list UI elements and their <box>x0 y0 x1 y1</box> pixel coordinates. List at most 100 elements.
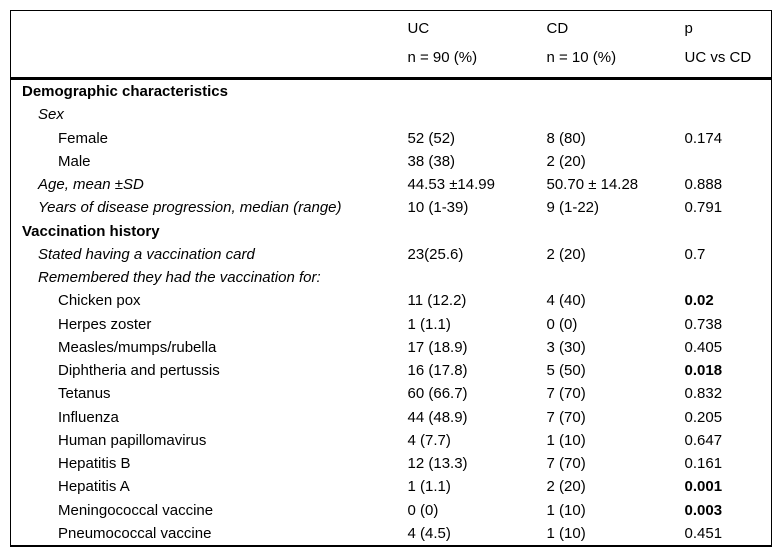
row-label: Hepatitis A <box>58 478 130 496</box>
p-value: 0.7 <box>684 245 706 263</box>
p-value: 0.888 <box>684 176 723 193</box>
cd-value: 2 (20) <box>546 245 586 263</box>
col-header-uc: UC n = 90 (%) <box>404 10 544 80</box>
uc-value: 16 (17.8) <box>407 362 468 379</box>
row-label: Sex <box>38 106 64 124</box>
row-label: Years of disease progression, median (ra… <box>38 199 342 217</box>
p-value: 0.02 <box>684 292 714 310</box>
p-value: 0.738 <box>684 315 723 333</box>
cd-value: 50.70 ± 14.28 <box>546 176 639 193</box>
cd-value: 9 (1-22) <box>546 199 600 217</box>
cd-value: 0 (0) <box>546 315 578 333</box>
col-header-empty <box>10 10 405 80</box>
uc-cd-comparison-table: UC n = 90 (%) CD n = 10 (%) p UC vs CD D… <box>10 10 772 547</box>
row-label: Female <box>58 129 109 147</box>
p-value <box>682 266 772 289</box>
table-row-disease-progression: Years of disease progression, median (ra… <box>11 196 772 219</box>
cd-value: 8 (80) <box>546 129 586 147</box>
table-row-mmr: Measles/mumps/rubella 17 (18.9) 3 (30) 0… <box>11 336 772 359</box>
row-label: Tetanus <box>58 385 111 403</box>
row-label: Influenza <box>58 408 119 426</box>
table-row-vaccination-card: Stated having a vaccination card 23(25.6… <box>11 243 772 266</box>
uc-value: 44 (48.9) <box>407 408 468 426</box>
uc-value <box>405 266 544 289</box>
cd-value: 5 (50) <box>546 362 586 379</box>
row-label: Herpes zoster <box>58 315 152 333</box>
uc-value <box>405 103 544 126</box>
uc-value: 10 (1-39) <box>407 199 469 217</box>
p-value <box>682 103 772 126</box>
table-row-chicken-pox: Chicken pox 11 (12.2) 4 (40) 0.02 <box>11 289 772 312</box>
row-label: Male <box>58 152 91 170</box>
table-row-herpes-zoster: Herpes zoster 1 (1.1) 0 (0) 0.738 <box>11 313 772 336</box>
p-value: 0.003 <box>684 501 723 519</box>
uc-value: 12 (13.3) <box>407 455 468 472</box>
p-value <box>682 150 772 173</box>
p-value: 0.161 <box>684 455 723 472</box>
table-row-section-demographics: Demographic characteristics <box>11 79 772 104</box>
p-value: 0.832 <box>684 385 723 403</box>
p-value: 0.001 <box>684 478 723 496</box>
p-value: 0.405 <box>684 338 723 356</box>
uc-value: 1 (1.1) <box>407 478 451 496</box>
table-row-remembered-vaccination: Remembered they had the vaccination for: <box>11 266 772 289</box>
col-header-uc-n: n = 90 (%) <box>407 49 478 66</box>
row-label: Pneumococcal vaccine <box>58 524 212 542</box>
row-label: Age, mean ±SD <box>38 176 144 193</box>
cd-value: 1 (10) <box>546 501 586 519</box>
uc-value: 4 (4.5) <box>407 524 451 542</box>
p-value: 0.018 <box>684 362 723 379</box>
table-row-hepatitis-a: Hepatitis A 1 (1.1) 2 (20) 0.001 <box>11 475 772 498</box>
cd-value: 7 (70) <box>546 408 586 426</box>
table-row-sex: Sex <box>11 103 772 126</box>
col-header-p: p UC vs CD <box>681 10 772 80</box>
header-row: UC n = 90 (%) CD n = 10 (%) p UC vs CD <box>10 10 772 80</box>
row-label: Meningococcal vaccine <box>58 501 214 519</box>
uc-value: 60 (66.7) <box>407 385 468 403</box>
row-label: Demographic characteristics <box>22 83 228 100</box>
table-row-hepatitis-b: Hepatitis B 12 (13.3) 7 (70) 0.161 <box>11 452 772 475</box>
cd-value: 3 (30) <box>546 338 586 356</box>
table-row-pneumococcal: Pneumococcal vaccine 4 (4.5) 1 (10) 0.45… <box>11 522 772 546</box>
row-label: Stated having a vaccination card <box>38 245 255 263</box>
p-value <box>682 79 772 104</box>
cd-value: 2 (20) <box>546 478 586 496</box>
p-value: 0.451 <box>684 524 723 542</box>
table-row-age: Age, mean ±SD 44.53 ±14.99 50.70 ± 14.28… <box>11 173 772 196</box>
p-value <box>682 220 772 243</box>
table-row-male: Male 38 (38) 2 (20) <box>11 150 772 173</box>
cd-value: 4 (40) <box>546 292 586 310</box>
uc-value: 1 (1.1) <box>407 315 451 333</box>
uc-value: 44.53 ±14.99 <box>407 176 495 193</box>
table-row-diphtheria-pertussis: Diphtheria and pertussis 16 (17.8) 5 (50… <box>11 359 772 382</box>
cd-value <box>544 220 682 243</box>
cd-value <box>544 266 682 289</box>
uc-value: 17 (18.9) <box>407 338 468 356</box>
row-label: Human papillomavirus <box>58 431 207 449</box>
col-header-p-comparison: UC vs CD <box>684 49 752 66</box>
cd-value: 1 (10) <box>546 524 586 542</box>
row-label: Vaccination history <box>22 222 160 240</box>
cd-value: 1 (10) <box>546 431 586 449</box>
table-row-female: Female 52 (52) 8 (80) 0.174 <box>11 127 772 150</box>
uc-value: 38 (38) <box>407 152 456 170</box>
uc-value: 0 (0) <box>407 501 439 519</box>
row-label: Remembered they had the vaccination for: <box>38 269 321 286</box>
row-label: Chicken pox <box>58 292 141 310</box>
uc-value: 23(25.6) <box>407 245 464 263</box>
uc-value <box>405 79 544 104</box>
col-header-cd-n: n = 10 (%) <box>546 49 617 66</box>
cd-value <box>544 103 682 126</box>
table-row-tetanus: Tetanus 60 (66.7) 7 (70) 0.832 <box>11 382 772 405</box>
table-row-influenza: Influenza 44 (48.9) 7 (70) 0.205 <box>11 406 772 429</box>
uc-value: 52 (52) <box>407 129 456 147</box>
p-value: 0.647 <box>684 431 723 449</box>
row-label: Diphtheria and pertussis <box>58 362 220 379</box>
uc-value: 11 (12.2) <box>407 292 467 310</box>
table-row-section-vaccination: Vaccination history <box>11 220 772 243</box>
cd-value <box>544 79 682 104</box>
p-value: 0.791 <box>684 199 723 217</box>
cd-value: 7 (70) <box>546 385 586 403</box>
row-label: Measles/mumps/rubella <box>58 338 217 356</box>
cd-value: 7 (70) <box>546 455 586 472</box>
